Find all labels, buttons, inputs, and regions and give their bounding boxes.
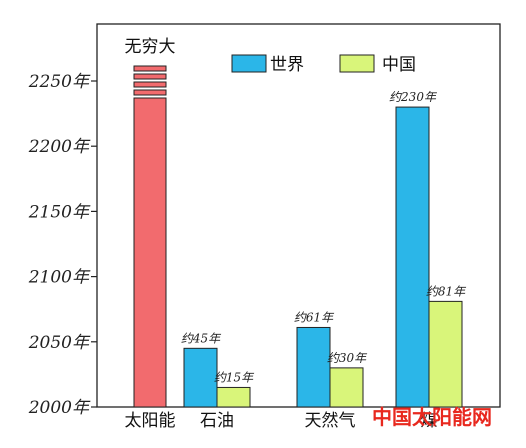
bar-world — [183, 347, 218, 408]
bar-china — [216, 386, 251, 408]
x-category-label: 太阳能 — [125, 411, 176, 431]
x-category-label: 天然气 — [305, 411, 356, 431]
bar-value-label: 约61年 — [294, 310, 335, 324]
watermark: 中国太阳能网 — [372, 405, 492, 429]
x-category-label: 煤 — [421, 411, 438, 431]
bar-solar-segment — [133, 65, 167, 72]
bar-solar-segment — [133, 81, 167, 88]
bar-world — [395, 106, 430, 408]
y-tick-label: 2100年 — [28, 268, 91, 288]
x-category-label: 石油 — [200, 411, 234, 431]
legend-swatch — [231, 54, 267, 73]
legend: 世界 中国 — [231, 54, 416, 75]
y-tick-label: 2200年 — [28, 137, 91, 157]
bar-value-label: 约45年 — [181, 331, 222, 345]
legend-label: 中国 — [382, 55, 416, 75]
infinity-annotation: 无穷大 — [125, 37, 176, 57]
bar-solar — [133, 97, 167, 408]
bar-china — [329, 367, 364, 408]
bars — [133, 65, 463, 408]
legend-label: 世界 — [270, 55, 304, 75]
bar-value-label: 约15年 — [214, 370, 255, 384]
category-labels: 太阳能 石油 天然气 煤 — [125, 411, 438, 431]
y-tick-label: 2250年 — [28, 72, 91, 92]
bar-world — [296, 326, 331, 408]
bar-solar-segment — [133, 89, 167, 96]
y-tick-label: 2150年 — [28, 202, 91, 222]
bar-value-label: 约230年 — [389, 90, 438, 104]
bar-value-label: 约81年 — [426, 284, 467, 298]
bar-china — [428, 300, 463, 408]
bar-value-label: 约30年 — [327, 351, 368, 365]
y-ticks: 2000年 2050年 2100年 2150年 2200年 2250年 — [28, 72, 97, 418]
y-tick-label: 2000年 — [28, 398, 91, 418]
legend-swatch — [339, 54, 375, 73]
bar-solar-segment — [133, 73, 167, 80]
y-tick-label: 2050年 — [28, 333, 91, 353]
